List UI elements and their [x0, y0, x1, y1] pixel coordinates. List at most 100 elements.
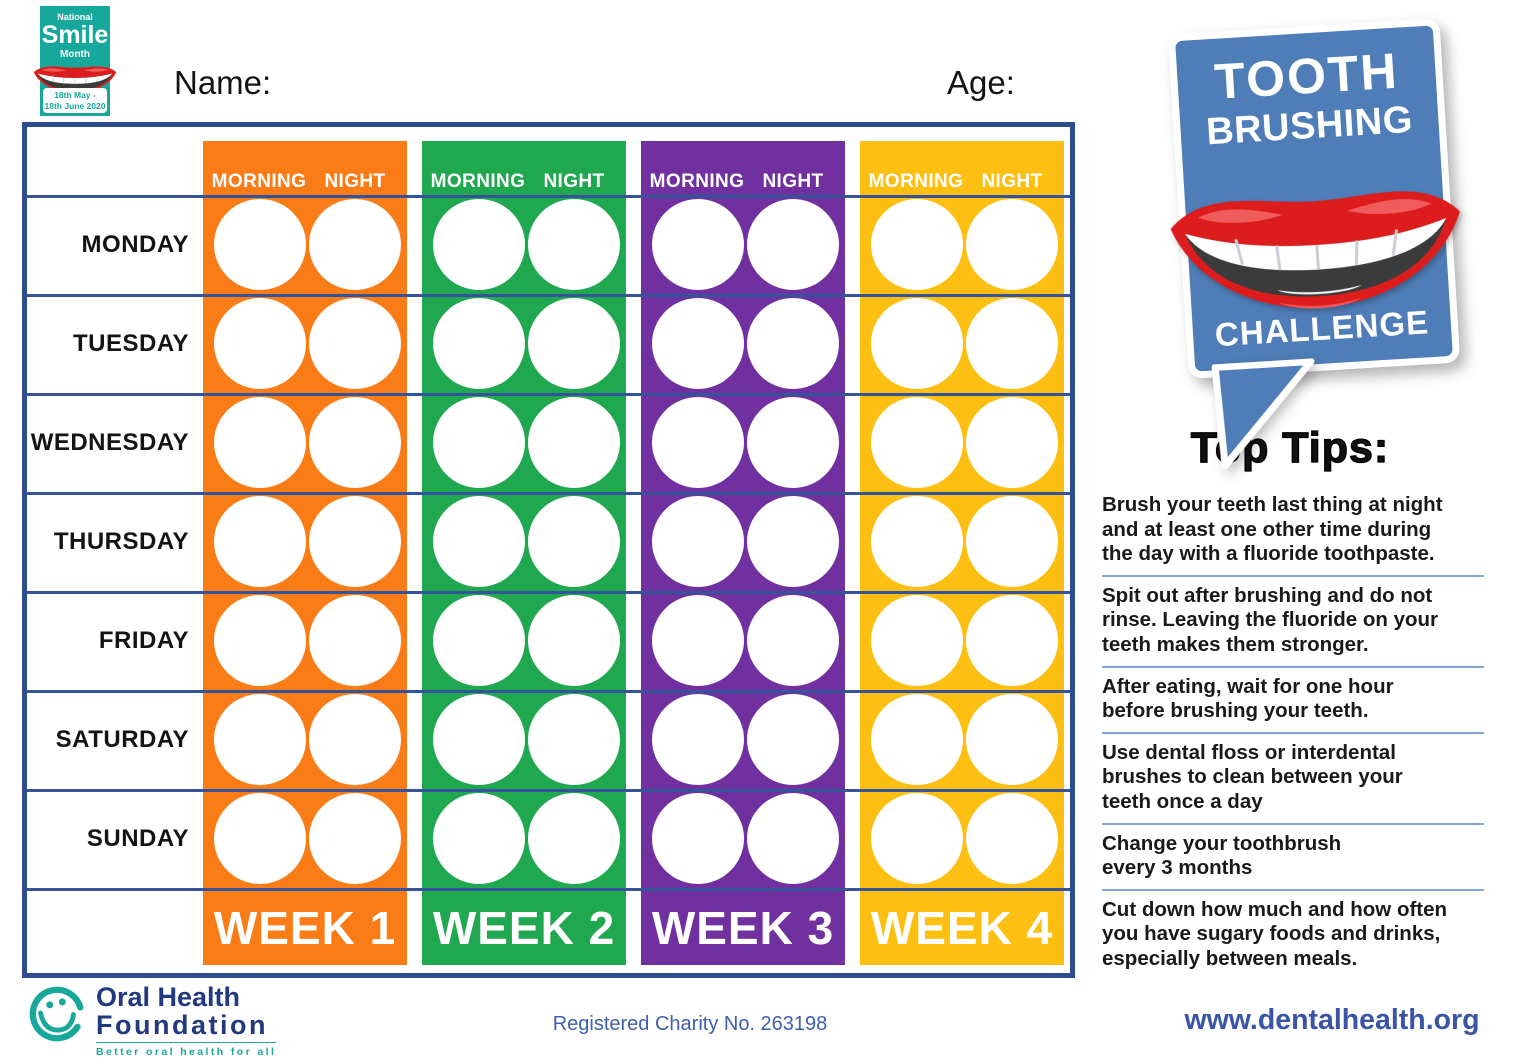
session-label-morning: MORNING [649, 171, 745, 192]
charity-number: Registered Charity No. 263198 [552, 1013, 828, 1035]
brushing-circle[interactable] [652, 694, 744, 785]
brushing-circle[interactable] [871, 298, 963, 389]
brushing-circle[interactable] [966, 496, 1058, 587]
brushing-circle[interactable] [747, 694, 839, 785]
brushing-circle[interactable] [871, 694, 963, 785]
smile-month-month: Month [60, 49, 90, 60]
brushing-circle[interactable] [747, 298, 839, 389]
brushing-circle[interactable] [528, 694, 620, 785]
tip-item: Spit out after brushing and do not rinse… [1102, 574, 1484, 666]
row-divider [27, 294, 1070, 297]
brushing-circle[interactable] [871, 397, 963, 488]
week-label: WEEK 2 [432, 902, 616, 954]
smile-month-logo: National Smile Month 18th May - 18th Jun… [33, 6, 117, 116]
tip-item: Use dental floss or interdental brushes … [1102, 731, 1484, 823]
brushing-circle[interactable] [966, 298, 1058, 389]
smile-month-date-line1: 18th May - [54, 90, 96, 100]
name-label: Name: [174, 64, 272, 101]
smile-month-national: National [57, 12, 93, 22]
week-column: MORNING NIGHT WEEK 2 [422, 141, 626, 965]
brushing-circle[interactable] [528, 298, 620, 389]
day-label: THURSDAY [53, 528, 189, 555]
brushing-circle[interactable] [309, 595, 401, 686]
row-divider [27, 789, 1070, 792]
brushing-circle[interactable] [214, 298, 306, 389]
ohf-logo: Oral Health Foundation Better oral healt… [28, 984, 277, 1058]
row-divider [27, 888, 1070, 891]
lips-icon [1161, 160, 1472, 330]
brushing-circle[interactable] [433, 496, 525, 587]
ohf-tagline: Better oral health for all [96, 1042, 277, 1058]
age-label: Age: [947, 64, 1015, 101]
day-label: SUNDAY [86, 825, 189, 852]
session-label-night: NIGHT [324, 171, 386, 192]
brushing-circle[interactable] [528, 793, 620, 884]
week-label: WEEK 3 [651, 902, 835, 954]
brushing-circle[interactable] [966, 595, 1058, 686]
brushing-circle[interactable] [528, 595, 620, 686]
challenge-grid: MORNING NIGHT WEEK 1 MORNING NIGHT WEEK 2 MORN… [22, 122, 1075, 978]
brushing-circle[interactable] [652, 298, 744, 389]
brushing-circle[interactable] [747, 793, 839, 884]
brushing-circle[interactable] [214, 397, 306, 488]
brushing-circle[interactable] [966, 793, 1058, 884]
brushing-circle[interactable] [871, 793, 963, 884]
brushing-circle[interactable] [528, 397, 620, 488]
tip-item: Brush your teeth last thing at night and… [1102, 493, 1443, 566]
brushing-circle[interactable] [871, 199, 963, 290]
brushing-circle[interactable] [214, 496, 306, 587]
brushing-circle[interactable] [528, 199, 620, 290]
brushing-circle[interactable] [871, 496, 963, 587]
week-label: WEEK 4 [870, 902, 1054, 954]
website-link[interactable]: www.dentalhealth.org [1184, 1004, 1480, 1036]
brushing-circle[interactable] [652, 397, 744, 488]
brushing-circle[interactable] [433, 595, 525, 686]
brushing-circle[interactable] [747, 397, 839, 488]
brushing-circle[interactable] [652, 199, 744, 290]
row-divider [27, 393, 1070, 396]
brushing-circle[interactable] [652, 595, 744, 686]
brushing-circle[interactable] [309, 793, 401, 884]
brushing-circle[interactable] [433, 199, 525, 290]
brushing-circle[interactable] [214, 694, 306, 785]
brushing-circle[interactable] [433, 298, 525, 389]
brushing-circle[interactable] [309, 694, 401, 785]
smile-month-dates: 18th May - 18th June 2020 [43, 88, 107, 113]
tip-item: Change your toothbrush every 3 months [1102, 822, 1484, 889]
brushing-circle[interactable] [309, 298, 401, 389]
row-divider [27, 195, 1070, 198]
top-tips-list: Brush your teeth last thing at night and… [1102, 486, 1484, 980]
brushing-circle[interactable] [747, 199, 839, 290]
week-column: MORNING NIGHT WEEK 1 [203, 141, 407, 965]
brushing-circle[interactable] [214, 199, 306, 290]
brushing-circle[interactable] [747, 595, 839, 686]
tooth-brushing-logo: TOOTH BRUSHING CHALLENGE [1167, 18, 1461, 470]
session-label-night: NIGHT [762, 171, 824, 192]
brushing-circle[interactable] [966, 397, 1058, 488]
brushing-circle[interactable] [214, 595, 306, 686]
brushing-circle[interactable] [528, 496, 620, 587]
brushing-circle[interactable] [652, 496, 744, 587]
brushing-circle[interactable] [433, 793, 525, 884]
brushing-circle[interactable] [871, 595, 963, 686]
smile-month-title: Smile [41, 21, 109, 49]
brushing-circle[interactable] [966, 694, 1058, 785]
speech-tail-icon [1211, 357, 1315, 470]
week-column: MORNING NIGHT WEEK 4 [860, 141, 1064, 965]
brushing-circle[interactable] [309, 397, 401, 488]
row-divider [27, 591, 1070, 594]
brushing-circle[interactable] [433, 397, 525, 488]
week-label: WEEK 1 [213, 902, 397, 954]
brushing-circle[interactable] [309, 496, 401, 587]
brushing-circle[interactable] [747, 496, 839, 587]
smiley-icon [29, 986, 85, 1042]
brushing-circle[interactable] [214, 793, 306, 884]
session-label-night: NIGHT [981, 171, 1043, 192]
brushing-circle[interactable] [309, 199, 401, 290]
brushing-circle[interactable] [652, 793, 744, 884]
brushing-circle[interactable] [966, 199, 1058, 290]
brushing-circle[interactable] [433, 694, 525, 785]
day-label: FRIDAY [98, 627, 189, 654]
session-label-morning: MORNING [211, 171, 307, 192]
lips-graphic [1170, 191, 1461, 309]
